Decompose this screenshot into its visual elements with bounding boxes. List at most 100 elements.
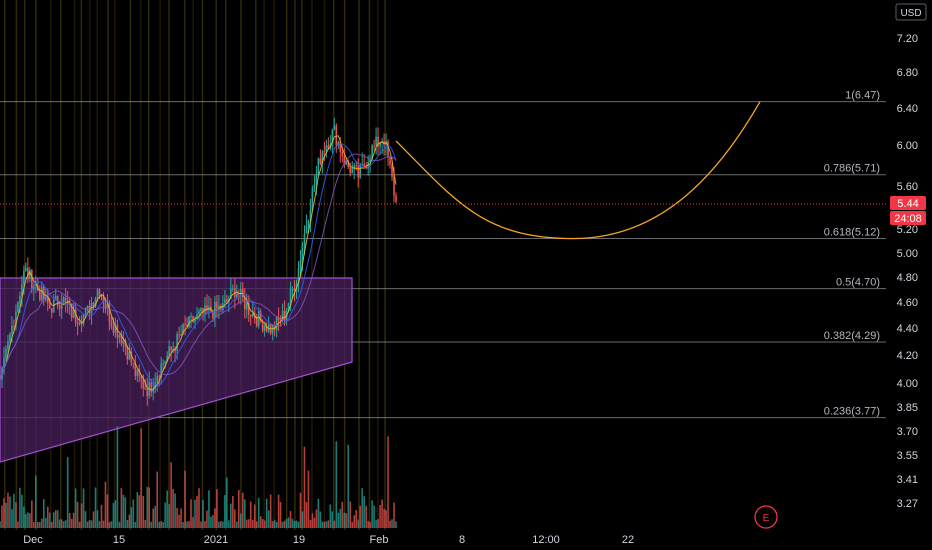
candle-body (96, 289, 99, 298)
volume-bar (198, 488, 200, 528)
candle-body (11, 325, 13, 334)
candle-body (82, 314, 85, 324)
candle-body (72, 309, 75, 318)
candle-body (48, 303, 51, 308)
volume-bar (102, 520, 105, 528)
candle-body (339, 141, 342, 153)
volume-bar (40, 518, 43, 528)
fib-level-label: 0.786(5.71) (824, 163, 880, 175)
fib-level-label: 0.382(4.29) (824, 330, 880, 342)
volume-bar (369, 521, 371, 528)
volume-bar (361, 488, 363, 528)
time-axis[interactable]: Dec 15 2021 19 Feb 8 12:00 22 (23, 534, 634, 546)
candle-body (317, 158, 320, 174)
candle-body (236, 293, 238, 298)
moving-average-fast (0, 135, 397, 391)
volume-bar (255, 521, 258, 528)
volume-bar (353, 515, 356, 528)
volume-bar (33, 521, 35, 528)
time-tick-label: 12:00 (532, 534, 560, 546)
volume-bar (50, 521, 53, 528)
candle-body (100, 295, 103, 297)
candle-body (162, 363, 164, 365)
currency-badge[interactable]: USD (895, 3, 927, 21)
candle-body (180, 334, 182, 336)
volume-bar (323, 521, 326, 528)
volume-bar (277, 494, 280, 528)
volume-bar (38, 521, 41, 528)
candle-body (297, 267, 300, 284)
session-band (35, 0, 37, 530)
volume-bar (228, 520, 230, 528)
candle-body (371, 145, 373, 160)
candle-body (60, 304, 63, 309)
cup-projection-curve[interactable] (395, 101, 761, 240)
session-band (294, 0, 296, 530)
session-band (323, 0, 326, 530)
candle-body (176, 334, 178, 352)
volume-bar (27, 512, 29, 528)
candle-body (164, 361, 166, 364)
candle-body (327, 145, 330, 149)
volume-bar (251, 519, 254, 528)
candle-body (188, 316, 190, 327)
candle-body (369, 159, 371, 162)
volume-bar (160, 521, 162, 528)
candle-body (64, 297, 67, 301)
price-tick-label: 4.60 (897, 297, 918, 309)
candle-body (74, 309, 77, 323)
price-axis[interactable]: 7.20 6.80 6.40 6.00 5.60 5.20 5.00 4.80 4.60 4.40… (897, 33, 918, 510)
volume-bar (279, 501, 282, 528)
volume-bar (31, 500, 33, 528)
session-band (140, 0, 142, 530)
volume-bar (222, 521, 224, 528)
candle-body (122, 340, 125, 344)
candle-body (379, 142, 381, 147)
volume-bar (389, 520, 391, 528)
candle-body (27, 267, 29, 279)
candle-body (76, 322, 79, 325)
candle-body (168, 346, 170, 356)
volume-bar (154, 505, 157, 528)
volume-bar (371, 500, 373, 528)
candle-body (194, 319, 196, 323)
candle-body (38, 290, 41, 300)
ascending-triangle-pattern[interactable] (0, 277, 353, 463)
session-band (60, 0, 62, 530)
price-tick-label: 4.40 (897, 323, 918, 335)
earnings-event-icon[interactable]: E (754, 505, 778, 529)
volume-bar (204, 521, 206, 528)
candle-body (17, 302, 19, 312)
volume-bar (140, 428, 143, 528)
session-band (88, 0, 91, 530)
volume-bar (216, 489, 218, 528)
volume-bar (232, 496, 234, 528)
volume-bar (126, 519, 129, 528)
candle-body (230, 288, 232, 300)
volume-bar (214, 508, 216, 528)
volume-bar (257, 497, 260, 528)
candle-body (216, 301, 218, 309)
candle-body (303, 233, 306, 247)
volume-bar (66, 457, 69, 528)
session-band (201, 0, 204, 530)
volume-bar (261, 519, 264, 528)
candle-body (110, 321, 113, 327)
volume-bar (70, 519, 73, 528)
fibonacci-retracement[interactable]: 1(6.47) 0.786(5.71) 0.618(5.12) 0.5(4.70) 0.… (0, 90, 886, 419)
volume-bar (349, 501, 352, 528)
price-tick-label: 4.00 (897, 378, 918, 390)
volume-bar (293, 521, 296, 528)
candle-body (144, 388, 147, 390)
candle-body (118, 335, 121, 338)
candle-body (25, 267, 27, 271)
volume-bar (391, 519, 393, 528)
volume-bar (212, 514, 214, 528)
volume-bar (196, 495, 198, 528)
candle-body (62, 297, 65, 305)
volume-bar (82, 488, 85, 528)
price-tick-label: 4.20 (897, 350, 918, 362)
candle-body (40, 287, 43, 300)
